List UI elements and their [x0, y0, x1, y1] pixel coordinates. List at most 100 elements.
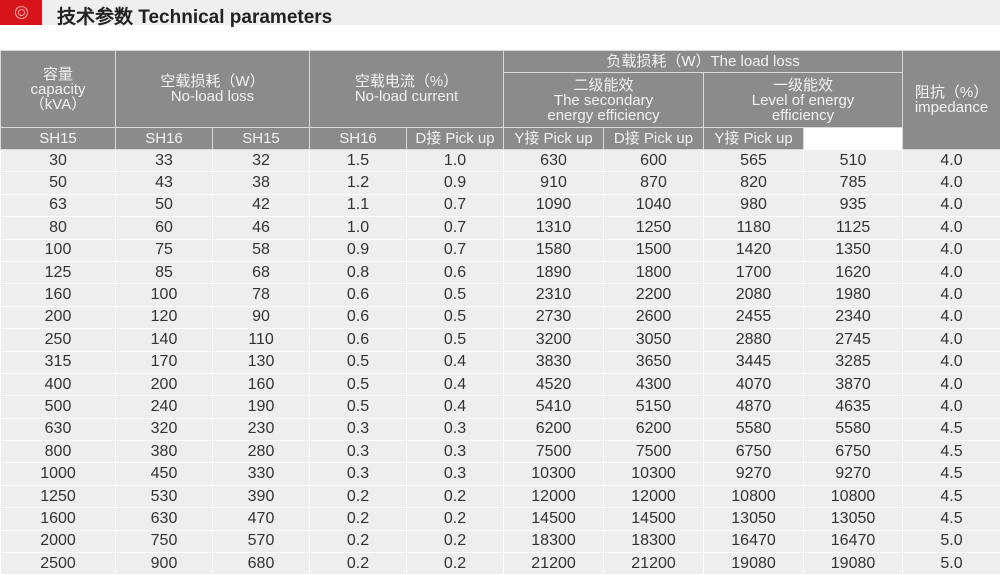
table-cell: 3870 [803, 372, 904, 397]
table-cell: 43 [115, 171, 213, 195]
table-cell: 4520 [503, 372, 605, 397]
table-cell: 4.0 [902, 171, 1000, 195]
table-cell: 0.3 [406, 462, 505, 486]
subheader-cell: SH16 [309, 127, 408, 150]
table-cell: 10800 [803, 484, 904, 509]
table-row: 160 100 78 0.6 0.5 2310 2200 2080 1980 4.0 [0, 283, 1000, 307]
table-cell: 0.2 [406, 529, 505, 554]
table-row: 1600 630 470 0.2 0.2 14500 14500 13050 13050 4.5 [0, 507, 1000, 531]
header-capacity: 容量 capacity （kVA） [0, 50, 116, 128]
table-cell: 1250 [0, 484, 116, 509]
table-cell: 0.2 [406, 552, 505, 575]
table-cell: 3285 [803, 350, 904, 374]
header-load-loss: 负载损耗（W）The load loss [503, 50, 904, 73]
table-cell: 170 [115, 350, 213, 374]
table-cell: 0.7 [406, 193, 505, 218]
table-cell: 1.1 [309, 193, 408, 218]
table-cell: 4.5 [902, 417, 1000, 442]
table-cell: 4.0 [902, 350, 1000, 374]
table-cell: 12000 [503, 484, 605, 509]
table-cell: 1.0 [406, 148, 505, 173]
table-cell: 0.5 [309, 395, 408, 419]
table-cell: 4.0 [902, 216, 1000, 240]
subheader-cell: D接 Pick up [406, 127, 505, 150]
table-cell: 910 [503, 171, 605, 195]
table-cell: 38 [211, 171, 311, 195]
table-cell: 160 [211, 372, 311, 397]
header-noload-current: 空载电流（%） No-load current [309, 50, 505, 128]
table-cell: 2200 [603, 283, 705, 307]
table-cell: 2745 [803, 328, 904, 352]
table-cell: 50 [0, 171, 116, 195]
table-row: 315 170 130 0.5 0.4 3830 3650 3445 3285 4.0 [0, 350, 1000, 374]
table-cell: 565 [703, 148, 805, 173]
table-cell: 785 [803, 171, 904, 195]
table-cell: 4.5 [902, 507, 1000, 531]
table-cell: 4.0 [902, 193, 1000, 218]
table-cell: 1.2 [309, 171, 408, 195]
table-row: 500 240 190 0.5 0.4 5410 5150 4870 4635 4.0 [0, 395, 1000, 419]
table-row: 100 75 58 0.9 0.7 1580 1500 1420 1350 4.0 [0, 238, 1000, 262]
table-row: 1250 530 390 0.2 0.2 12000 12000 10800 10800 4.5 [0, 484, 1000, 509]
table-cell: 1180 [703, 216, 805, 240]
table-cell: 100 [115, 283, 213, 307]
table-cell: 68 [211, 260, 311, 285]
table-cell: 0.9 [406, 171, 505, 195]
table-cell: 90 [211, 305, 311, 330]
table-cell: 4635 [803, 395, 904, 419]
table-cell: 980 [703, 193, 805, 218]
table-cell: 160 [0, 283, 116, 307]
table-cell: 4.0 [902, 260, 1000, 285]
table-cell: 500 [0, 395, 116, 419]
table-row: 630 320 230 0.3 0.3 6200 6200 5580 5580 4.5 [0, 417, 1000, 442]
table-cell: 3200 [503, 328, 605, 352]
table-row: 800 380 280 0.3 0.3 7500 7500 6750 6750 4.5 [0, 440, 1000, 464]
table-cell: 0.2 [406, 484, 505, 509]
table-cell: 63 [0, 193, 116, 218]
table-cell: 1890 [503, 260, 605, 285]
table-cell: 3050 [603, 328, 705, 352]
table-cell: 0.4 [406, 395, 505, 419]
table-cell: 14500 [503, 507, 605, 531]
table-cell: 4.5 [902, 440, 1000, 464]
table-cell: 1420 [703, 238, 805, 262]
table-cell: 6750 [703, 440, 805, 464]
table-cell: 1620 [803, 260, 904, 285]
table-cell: 1700 [703, 260, 805, 285]
table-cell: 21200 [603, 552, 705, 575]
table-cell: 190 [211, 395, 311, 419]
table-cell: 1310 [503, 216, 605, 240]
table-cell: 570 [211, 529, 311, 554]
table-cell: 100 [0, 238, 116, 262]
header-noload-loss: 空载损耗（W） No-load loss [114, 50, 311, 128]
table-cell: 78 [211, 283, 311, 307]
table-cell: 935 [803, 193, 904, 218]
table-cell: 330 [211, 462, 311, 486]
table-cell: 4.0 [902, 283, 1000, 307]
table-cell: 4.0 [902, 395, 1000, 419]
table-cell: 0.9 [309, 238, 408, 262]
subheader-cell: Y接 Pick up [503, 127, 605, 150]
table-cell: 58 [211, 238, 311, 262]
table-cell: 10800 [703, 484, 805, 509]
table-cell: 0.2 [309, 484, 408, 509]
table-cell: 530 [115, 484, 213, 509]
table-cell: 5580 [703, 417, 805, 442]
table-row: 50 43 38 1.2 0.9 910 870 820 785 4.0 [0, 171, 1000, 195]
table-cell: 0.2 [309, 552, 408, 575]
table-cell: 60 [115, 216, 213, 240]
table-cell: 4.0 [902, 148, 1000, 173]
table-cell: 16470 [803, 529, 904, 554]
table-cell: 0.5 [309, 372, 408, 397]
table-cell: 4.0 [902, 372, 1000, 397]
table-row: 63 50 42 1.1 0.7 1090 1040 980 935 4.0 [0, 193, 1000, 218]
table-cell: 0.7 [406, 238, 505, 262]
table-cell: 2600 [603, 305, 705, 330]
table-cell: 0.3 [309, 462, 408, 486]
table-cell: 2500 [0, 552, 116, 575]
table-cell: 75 [115, 238, 213, 262]
table-cell: 10300 [503, 462, 605, 486]
table-cell: 12000 [603, 484, 705, 509]
table-cell: 320 [115, 417, 213, 442]
table-cell: 0.5 [406, 305, 505, 330]
